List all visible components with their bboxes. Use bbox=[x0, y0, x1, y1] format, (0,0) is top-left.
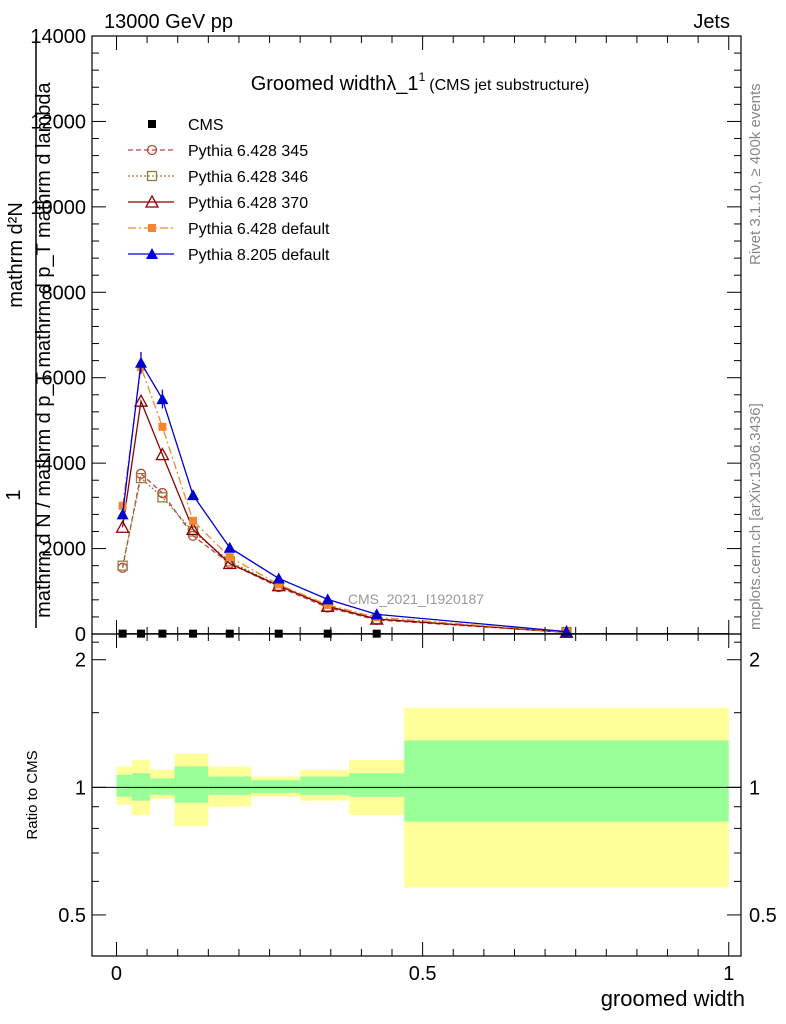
data-point bbox=[323, 600, 332, 609]
ratio-bands bbox=[92, 707, 741, 888]
y-tick-label: 12000 bbox=[30, 111, 86, 133]
stat-band-bin bbox=[349, 773, 405, 797]
data-point bbox=[274, 580, 283, 589]
ratio-y-tick-label: 2 bbox=[75, 650, 86, 672]
legend-marker bbox=[144, 194, 160, 208]
x-tick-label: 0.5 bbox=[409, 963, 437, 985]
mcplots-side-label: mcplots.cern.ch [arXiv:1306.3436] bbox=[747, 403, 764, 630]
stat-band-bin bbox=[174, 766, 209, 803]
y-label-numerator: 1 bbox=[3, 489, 25, 500]
legend-entry: Pythia 8.205 default bbox=[128, 247, 330, 264]
ratio-y-tick-label: 1 bbox=[75, 777, 86, 799]
ratio-panel: 0.5 0.5 1 1 2 2 0 0.5 1 Ratio to CMS groomed wid… bbox=[24, 633, 777, 1011]
chart-title-suffix: (CMS jet substructure) bbox=[429, 77, 589, 94]
ratio-y-tick-label: 0.5 bbox=[58, 905, 86, 927]
legend: CMS Pythia 6.428 345 Pythia 6.428 346 Pythi… bbox=[128, 117, 330, 264]
legend-marker bbox=[146, 248, 158, 259]
legend-marker bbox=[146, 170, 158, 182]
y-tick-label: 2000 bbox=[42, 539, 87, 561]
data-point bbox=[321, 593, 334, 605]
data-point bbox=[185, 521, 201, 535]
stat-band-bin bbox=[300, 776, 350, 795]
y-tick-label: 10000 bbox=[30, 197, 86, 219]
series-line bbox=[121, 398, 567, 633]
rivet-side-label: Rivet 3.1.10, ≥ 400k events bbox=[747, 83, 764, 265]
ratio-frame bbox=[91, 633, 742, 957]
stat-band-bin bbox=[404, 740, 729, 822]
data-point bbox=[222, 556, 237, 570]
ratio-y-tick-label-right: 0.5 bbox=[749, 905, 777, 927]
x-tick-label: 1 bbox=[723, 963, 734, 985]
chart-title-main: Groomed widthλ_1 bbox=[251, 73, 419, 95]
legend-label: Pythia 8.205 default bbox=[188, 247, 330, 264]
data-point bbox=[225, 553, 234, 562]
legend-marker bbox=[148, 120, 156, 128]
series-pythia-6-428-370 bbox=[115, 393, 574, 638]
chart-title: Groomed widthλ_11 (CMS jet substructure) bbox=[251, 70, 590, 95]
data-point bbox=[155, 447, 170, 461]
stat-band-bin bbox=[251, 780, 301, 793]
data-point bbox=[118, 501, 127, 510]
y-tick-label: 6000 bbox=[42, 368, 87, 390]
ratio-y-label: Ratio to CMS bbox=[24, 750, 41, 839]
y-axis-label: 1 mathrm d²N mathrm d N / mathrm d p_T m… bbox=[3, 38, 55, 628]
y-tick-label: 4000 bbox=[42, 453, 87, 475]
y-tick-label: 0 bbox=[75, 624, 86, 646]
legend-marker bbox=[148, 224, 156, 232]
data-point bbox=[370, 608, 383, 620]
data-point bbox=[115, 519, 130, 533]
chart-title-sup: 1 bbox=[419, 70, 426, 84]
legend-entry: Pythia 6.428 default bbox=[128, 221, 330, 238]
legend-label: Pythia 6.428 346 bbox=[188, 169, 308, 186]
data-point bbox=[116, 508, 129, 520]
data-point bbox=[158, 422, 167, 431]
legend-entry: Pythia 6.428 345 bbox=[128, 143, 308, 160]
data-point bbox=[135, 472, 147, 484]
legend-label: Pythia 6.428 default bbox=[188, 221, 330, 238]
series-line bbox=[121, 472, 567, 633]
data-point bbox=[133, 393, 149, 407]
main-axis-ticks: 0 2000 4000 6000 8000 10000 12000 14000 bbox=[30, 26, 741, 646]
main-panel: 0 2000 4000 6000 8000 10000 12000 14000 CMS_202… bbox=[3, 26, 742, 646]
stat-band-bin bbox=[116, 774, 132, 797]
data-point bbox=[134, 356, 147, 368]
y-tick-label: 14000 bbox=[30, 26, 86, 48]
data-point bbox=[272, 572, 285, 584]
data-point bbox=[117, 560, 128, 571]
y-label-num-top: mathrm d²N bbox=[5, 202, 27, 308]
header-right-label: Jets bbox=[693, 11, 730, 33]
stat-band-bin bbox=[150, 778, 175, 795]
legend-marker bbox=[146, 144, 158, 156]
data-point bbox=[187, 489, 200, 501]
legend-entry: CMS bbox=[148, 117, 224, 134]
stat-band-bin bbox=[208, 776, 252, 795]
x-axis-label: groomed width bbox=[601, 986, 745, 1011]
legend-entry: Pythia 6.428 370 bbox=[128, 194, 308, 212]
y-label-mid: mathrm d p_T mathrm d lambda bbox=[33, 81, 55, 367]
data-point bbox=[189, 516, 198, 525]
legend-label: Pythia 6.428 345 bbox=[188, 143, 308, 160]
legend-label: CMS bbox=[188, 117, 224, 134]
series-pythia-6-428-345 bbox=[117, 468, 572, 638]
data-point bbox=[223, 541, 236, 553]
ratio-axis-ticks: 0.5 0.5 1 1 2 2 0 0.5 1 bbox=[58, 634, 777, 985]
y-label-denominator: mathrm d N / mathrm d p_T bbox=[33, 372, 55, 618]
header-left-label: 13000 GeV pp bbox=[104, 11, 233, 33]
data-point bbox=[156, 393, 169, 405]
data-point bbox=[157, 492, 168, 503]
ratio-y-tick-label-right: 1 bbox=[749, 777, 760, 799]
watermark: CMS_2021_I1920187 bbox=[348, 591, 484, 607]
legend-label: Pythia 6.428 370 bbox=[188, 195, 308, 212]
series-pythia-6-428-default bbox=[118, 363, 571, 637]
y-tick-label: 8000 bbox=[42, 282, 87, 304]
x-tick-label: 0 bbox=[111, 963, 122, 985]
legend-entry: Pythia 6.428 346 bbox=[128, 169, 308, 186]
ratio-y-tick-label-right: 2 bbox=[749, 650, 760, 672]
